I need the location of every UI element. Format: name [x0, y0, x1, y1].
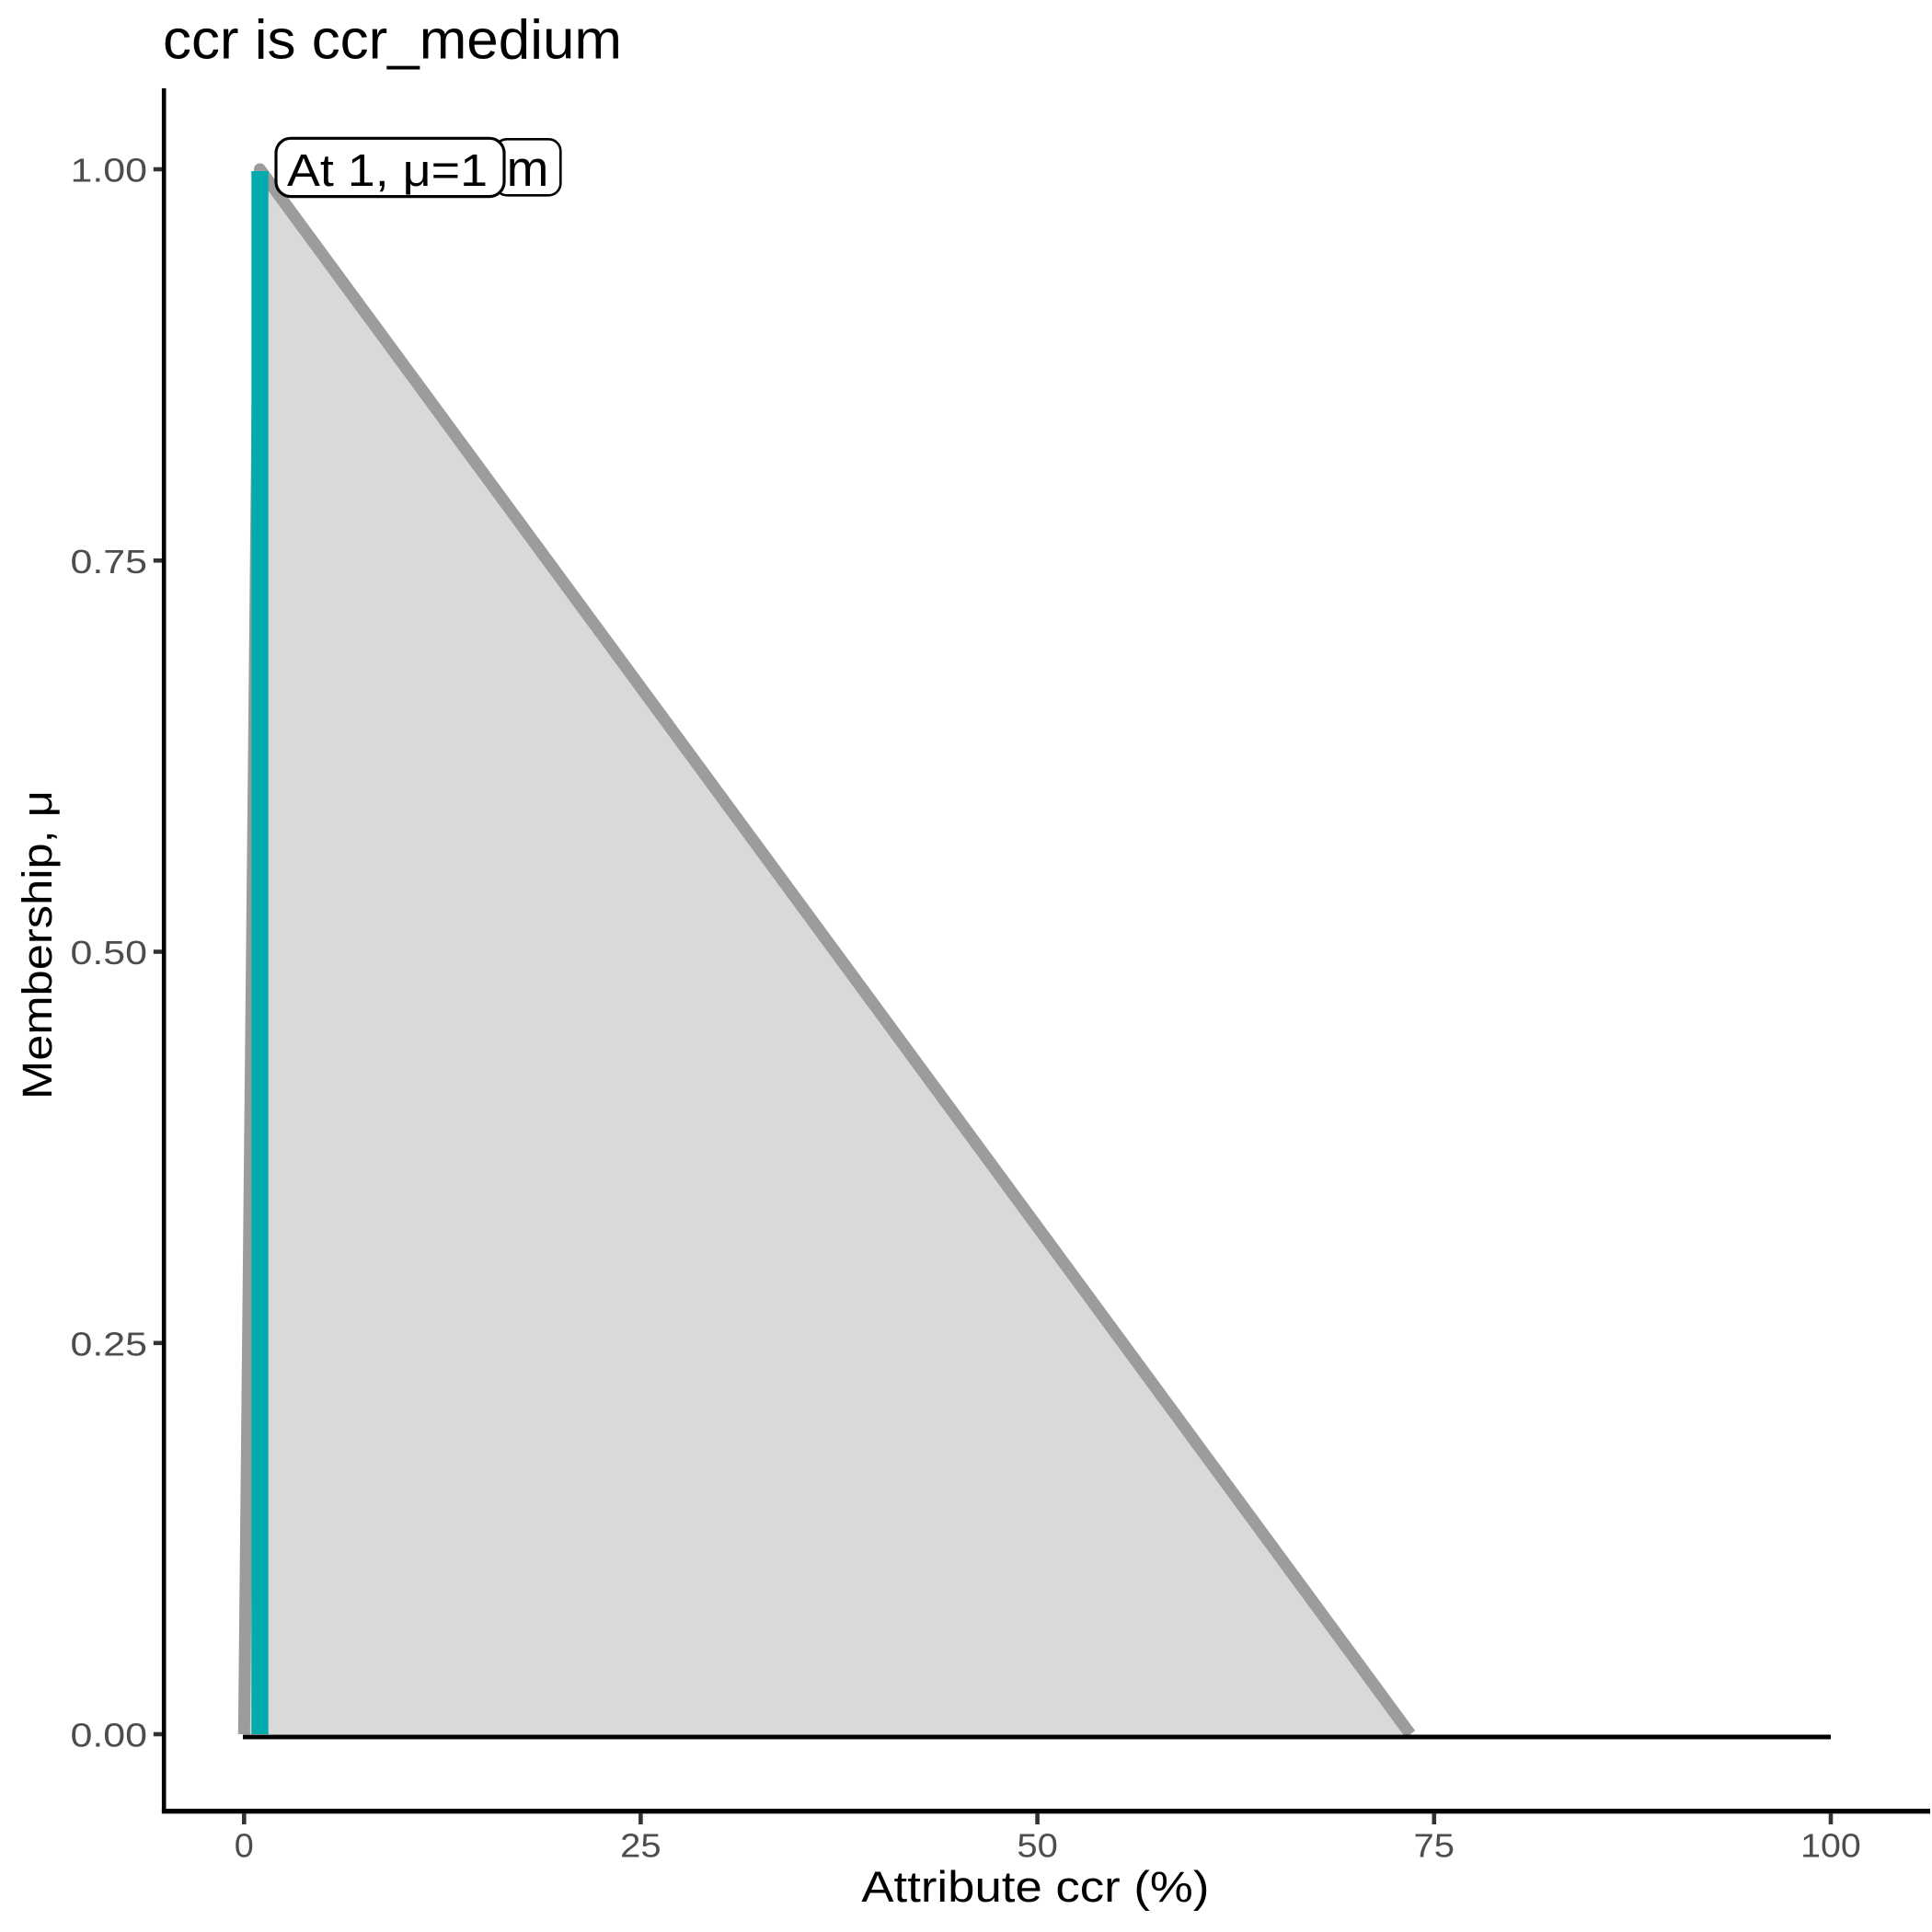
- svg-text:At 1, μ=1: At 1, μ=1: [287, 145, 488, 196]
- svg-text:100: 100: [1800, 1827, 1861, 1865]
- svg-text:m: m: [507, 140, 549, 197]
- svg-text:0.25: 0.25: [71, 1325, 148, 1363]
- svg-text:75: 75: [1414, 1827, 1455, 1865]
- svg-text:ccr is ccr_medium: ccr is ccr_medium: [163, 8, 622, 71]
- svg-text:0.00: 0.00: [71, 1717, 148, 1754]
- svg-text:0.75: 0.75: [71, 543, 148, 581]
- svg-text:Membership, μ: Membership, μ: [14, 790, 61, 1099]
- svg-text:Attribute ccr (%): Attribute ccr (%): [861, 1862, 1209, 1911]
- svg-text:0.50: 0.50: [71, 934, 148, 972]
- svg-text:1.00: 1.00: [71, 152, 148, 190]
- svg-text:0: 0: [235, 1827, 254, 1865]
- svg-text:50: 50: [1017, 1827, 1058, 1865]
- svg-text:25: 25: [620, 1827, 661, 1865]
